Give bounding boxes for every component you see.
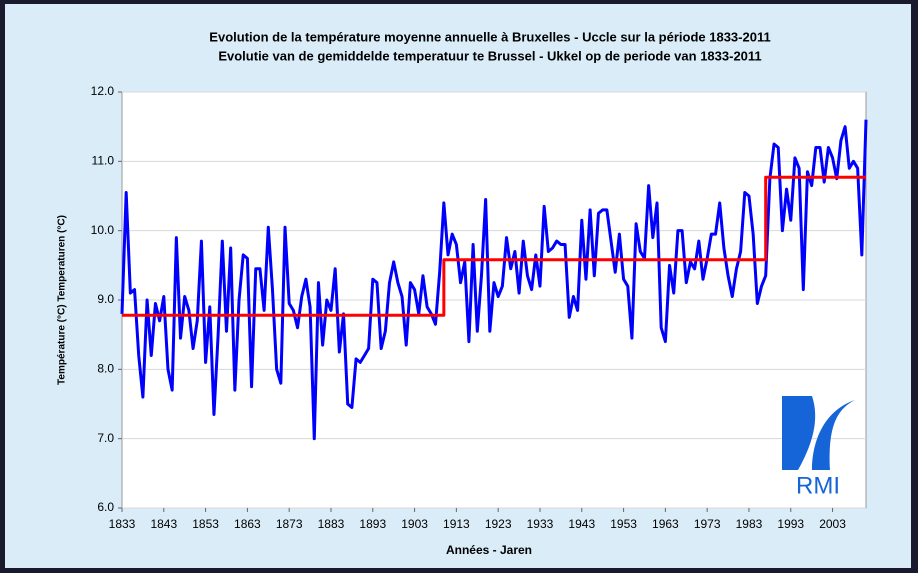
x-tick-label: 1953 <box>610 517 637 531</box>
logo-shape <box>782 396 816 470</box>
logo: RMI <box>782 396 855 499</box>
series-line <box>120 119 868 441</box>
y-axis-label: Température (°C) Temperaturen (°C) <box>57 215 68 385</box>
x-tick-label: 1843 <box>150 517 177 531</box>
x-tick-label: 1993 <box>777 517 804 531</box>
x-tick-label: 1833 <box>109 517 136 531</box>
y-tick-label: 9.0 <box>97 292 114 306</box>
marks: 6.0 7.0 8.0 9.0 10.0 11.0 12.0 1833 1843 1853 1863… <box>91 84 868 531</box>
x-axis-label: Années - Jaren <box>446 543 532 557</box>
x-tick-label: 1973 <box>694 517 721 531</box>
x-tick-label: 1923 <box>485 517 512 531</box>
x-tick-label: 1853 <box>192 517 219 531</box>
y-tick-label: 10.0 <box>91 223 115 237</box>
x-tick-label: 1883 <box>318 517 345 531</box>
x-tick-label: 1963 <box>652 517 679 531</box>
x-tick-label: 1903 <box>401 517 428 531</box>
x-tick-label: 1913 <box>443 517 470 531</box>
y-tick-label: 12.0 <box>91 84 115 98</box>
x-tick-label: 1873 <box>276 517 303 531</box>
y-tick-label: 11.0 <box>92 154 115 168</box>
series-line <box>122 175 866 317</box>
x-tick-label: 1863 <box>234 517 261 531</box>
y-tick-label: 8.0 <box>97 362 114 376</box>
chart-title: Evolution de la température moyenne annu… <box>209 29 770 44</box>
x-tick-label: 1983 <box>736 517 763 531</box>
logo-shape <box>812 400 855 470</box>
x-tick-label: 1933 <box>527 517 554 531</box>
logo-text: RMI <box>796 472 840 499</box>
y-tick-label: 6.0 <box>97 500 114 514</box>
x-tick-label: 2003 <box>819 517 846 531</box>
y-tick-label: 7.0 <box>97 431 114 445</box>
x-tick-label: 1943 <box>568 517 595 531</box>
chart-subtitle: Evolutie van de gemiddelde temperatuur t… <box>218 48 761 63</box>
x-tick-label: 1893 <box>359 517 386 531</box>
